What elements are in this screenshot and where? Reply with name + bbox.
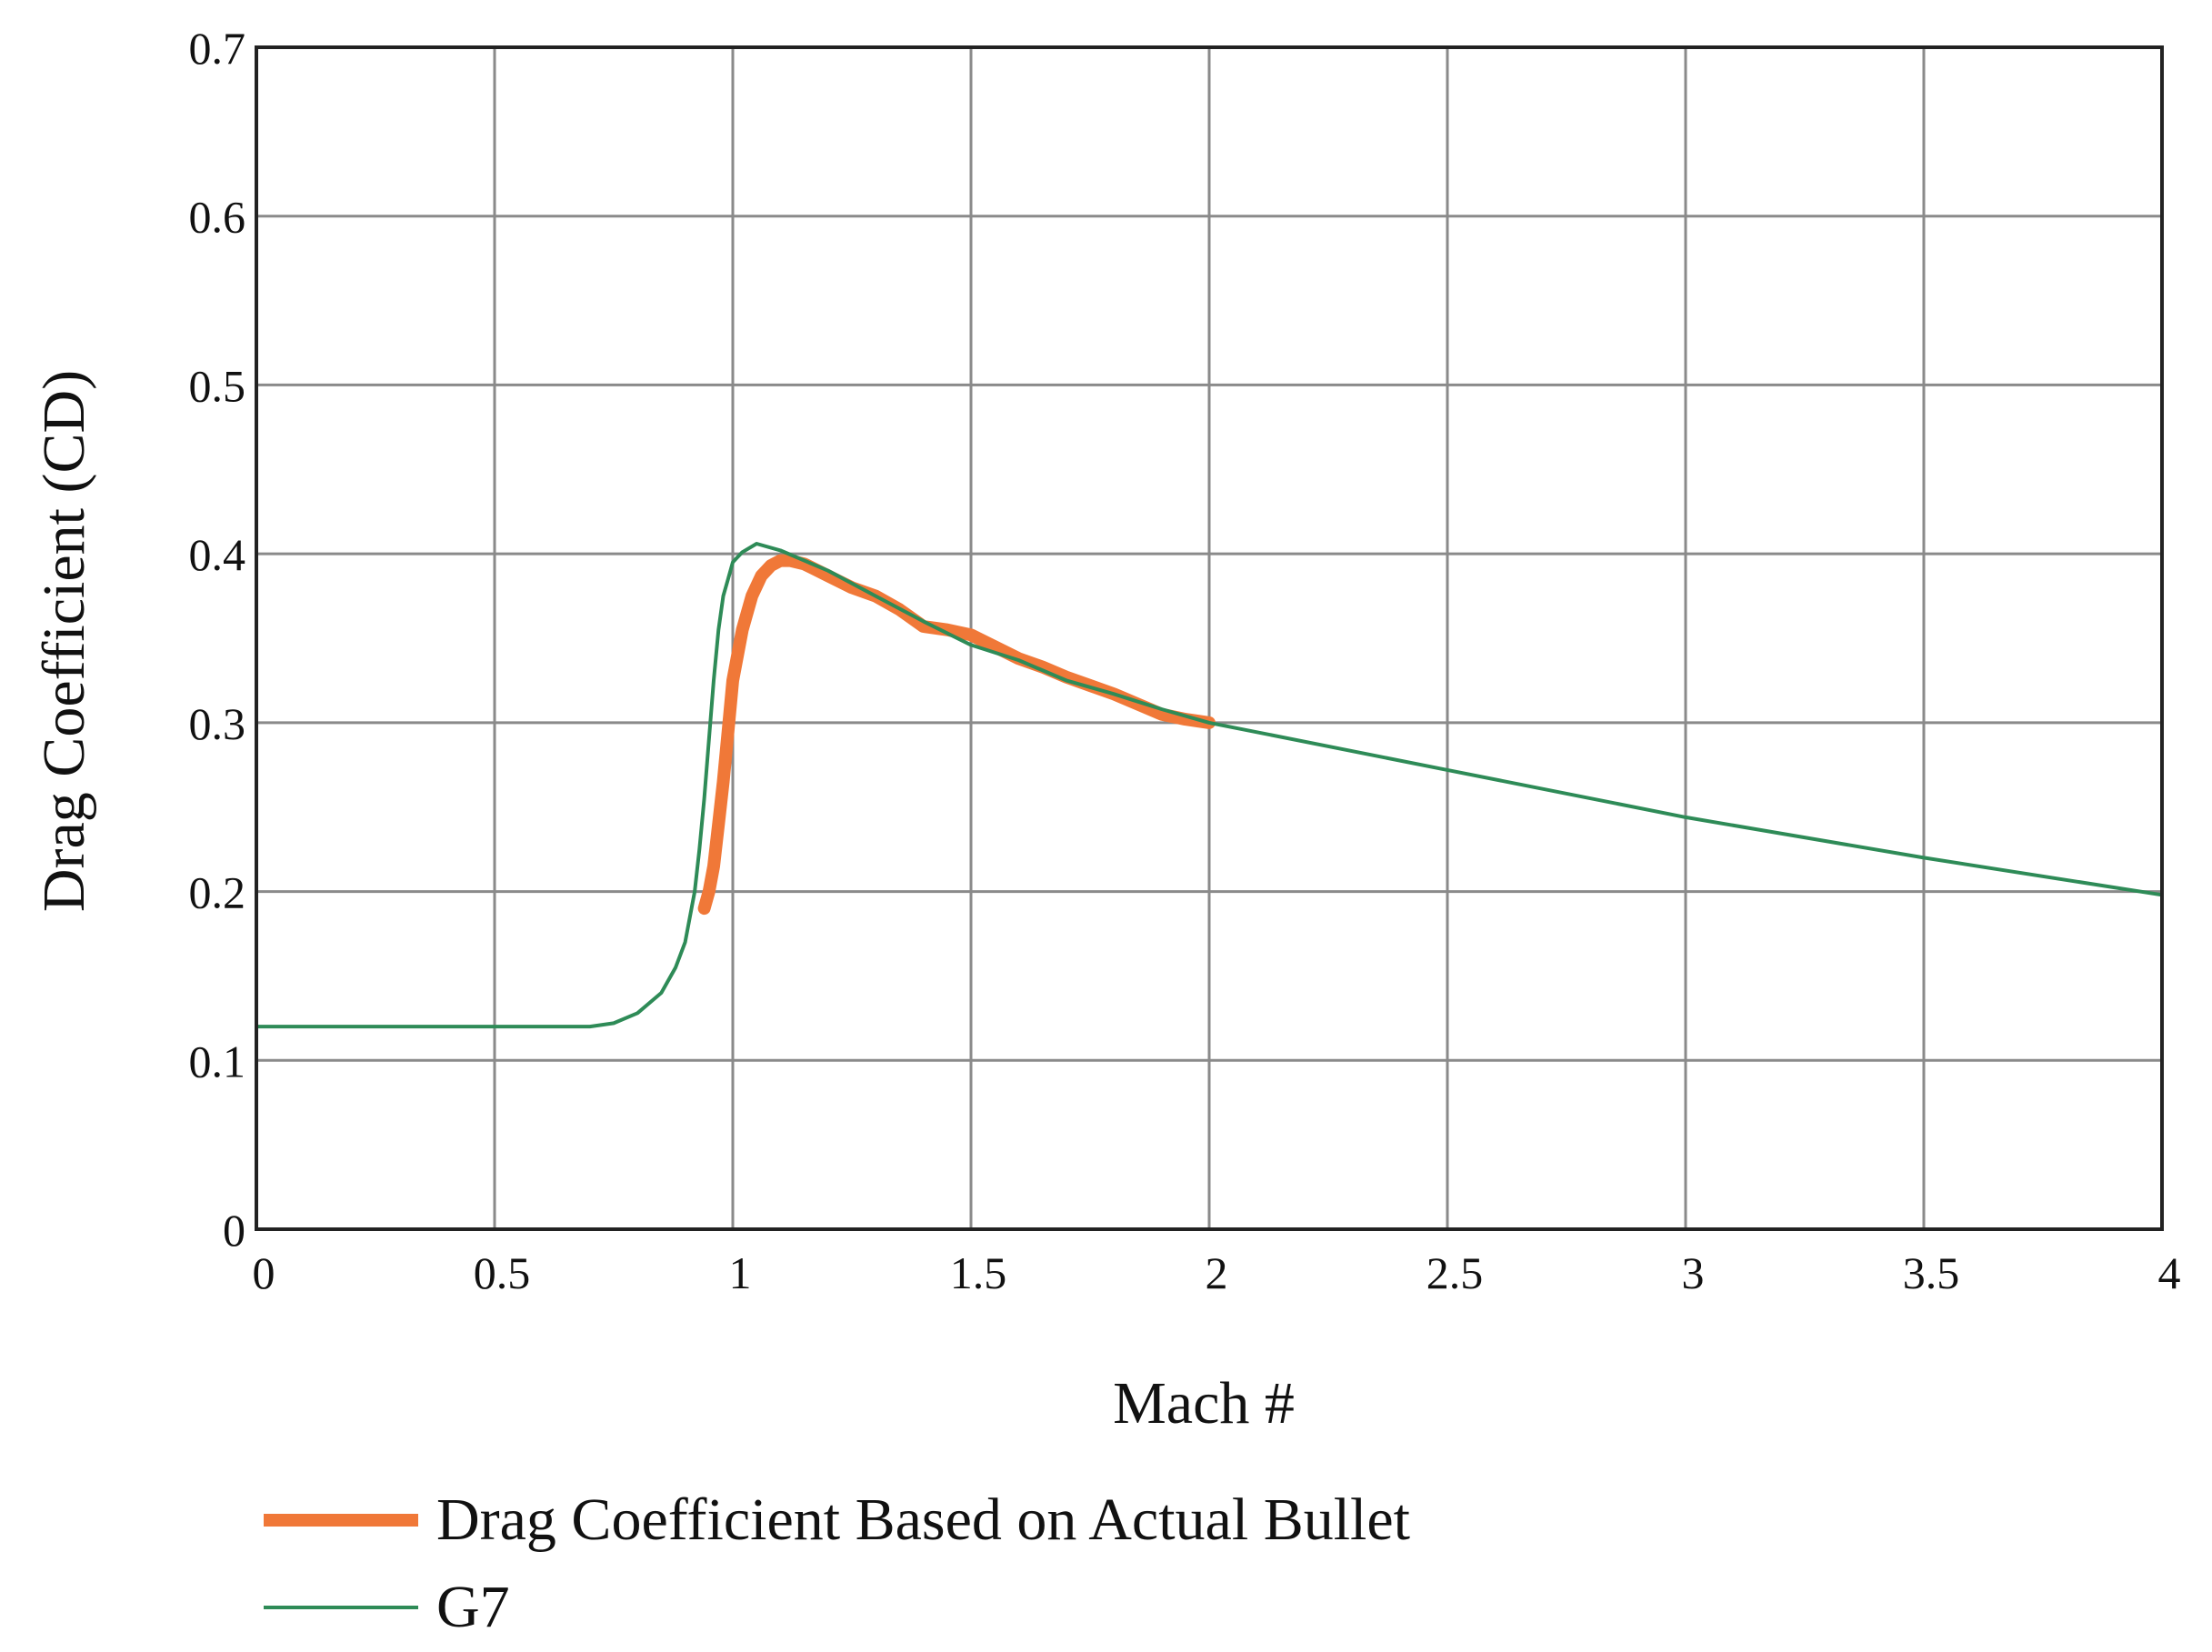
x-tick-label: 4 [2158, 1247, 2181, 1298]
y-tick-label: 0.1 [189, 1036, 246, 1086]
x-tick-label: 2.5 [1426, 1247, 1484, 1298]
legend: Drag Coefficient Based on Actual Bullet … [264, 1487, 1410, 1640]
x-tick-label: 3 [1682, 1247, 1705, 1298]
y-tick-label: 0.7 [189, 23, 246, 74]
plot-frame [255, 45, 2164, 1231]
y-tick-label: 0.4 [189, 529, 246, 580]
y-tick-label: 0.5 [189, 360, 246, 411]
x-tick-label: 2 [1206, 1247, 1228, 1298]
y-tick-label: 0.2 [189, 867, 246, 918]
series-line-actual-bullet [697, 554, 1216, 916]
y-tick-label: 0.3 [189, 698, 246, 749]
x-tick-label: 3.5 [1903, 1247, 1960, 1298]
y-tick-label: 0.6 [189, 192, 246, 243]
x-axis-label: Mach # [1113, 1370, 1295, 1437]
x-tick-label: 1 [729, 1247, 752, 1298]
x-tick-label: 0 [253, 1247, 275, 1298]
x-tick-label: 0.5 [474, 1247, 531, 1298]
x-tick-labels: 0 0.5 1 1.5 2 2.5 3 3.5 4 [253, 1247, 2181, 1298]
legend-label-actual-bullet: Drag Coefficient Based on Actual Bullet [436, 1487, 1410, 1553]
y-tick-label: 0 [223, 1205, 245, 1256]
series-line-g7 [255, 542, 2164, 1029]
y-axis-label: Drag Coefficient (CD) [31, 370, 97, 912]
x-tick-label: 1.5 [950, 1247, 1007, 1298]
y-tick-labels: 0 0.1 0.2 0.3 0.4 0.5 0.6 0.7 [189, 23, 246, 1256]
grid [255, 45, 2164, 1231]
series-layer [255, 542, 2164, 1029]
legend-label-g7: G7 [436, 1574, 510, 1640]
